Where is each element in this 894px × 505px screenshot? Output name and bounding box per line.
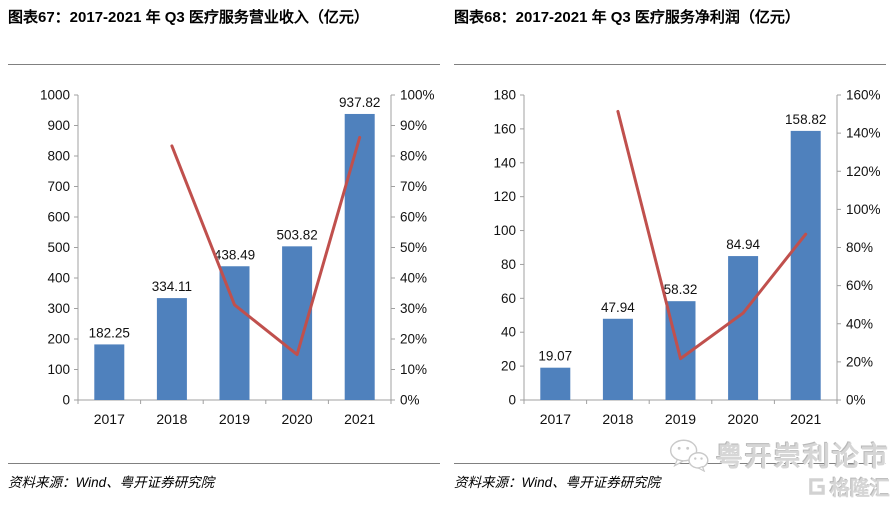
figures-row: 图表67：2017-2021 年 Q3 医疗服务营业收入（亿元） 0 100 200… xyxy=(8,6,886,491)
left-tick-label: 500 xyxy=(47,240,70,255)
growth-rate-line xyxy=(170,136,362,357)
right-tick-label: 140% xyxy=(846,126,881,141)
x-tick-label: 2021 xyxy=(344,411,375,427)
left-tick-label: 900 xyxy=(47,118,70,133)
left-tick-label: 600 xyxy=(47,210,70,225)
bar-2021 xyxy=(790,131,821,401)
x-tick-label: 2017 xyxy=(540,411,571,427)
right-tick-label: 80% xyxy=(846,240,873,255)
bar-value-label: 937.82 xyxy=(339,95,380,110)
right-tick-label: 60% xyxy=(400,210,427,225)
right-tick-label: 60% xyxy=(846,278,873,293)
bar-2017 xyxy=(94,344,125,401)
x-tick-label: 2018 xyxy=(602,411,633,427)
revenue-bar-line-chart: 0 100 200 300 400 500 600 700 800 900 1000 0% 10% 20%… xyxy=(40,88,435,428)
figure-68-source: 资料来源：Wind、粤开证券研究院 xyxy=(454,475,661,491)
profit-bar-line-chart: 0 20 40 60 80 100 120 140 160 180 0% 20% 40% 60% 80% 10… xyxy=(493,88,881,428)
left-tick-label: 0 xyxy=(62,393,70,408)
bar-value-label: 182.25 xyxy=(89,326,130,341)
bar-value-label: 19.07 xyxy=(538,349,572,364)
figure-68-title: 图表68：2017-2021 年 Q3 医疗服务净利润（亿元） xyxy=(454,9,800,26)
left-tick-label: 80 xyxy=(501,257,516,272)
figure-68: 图表68：2017-2021 年 Q3 医疗服务净利润（亿元） 0 20 40 60 8… xyxy=(454,6,886,491)
left-tick-label: 700 xyxy=(47,179,70,194)
right-tick-label: 70% xyxy=(400,179,427,194)
left-tick-label: 20 xyxy=(501,359,516,374)
figure-68-bottom-divider xyxy=(454,463,886,465)
left-tick-label: 160 xyxy=(493,122,516,137)
bar-value-label: 58.32 xyxy=(664,282,698,297)
bar-value-label: 334.11 xyxy=(152,279,192,294)
bar-value-label: 503.82 xyxy=(276,228,317,243)
right-tick-label: 100% xyxy=(400,88,435,103)
left-tick-label: 180 xyxy=(493,88,516,103)
left-tick-label: 120 xyxy=(493,189,516,204)
right-tick-label: 50% xyxy=(400,240,427,255)
left-tick-label: 100 xyxy=(47,362,70,377)
figure-67-source: 资料来源：Wind、粤开证券研究院 xyxy=(8,475,215,491)
left-tick-label: 1000 xyxy=(40,88,70,103)
right-tick-label: 0% xyxy=(846,393,866,408)
right-tick-label: 90% xyxy=(400,118,427,133)
left-tick-label: 100 xyxy=(493,223,516,238)
bar-2021 xyxy=(344,114,375,401)
right-tick-label: 100% xyxy=(846,202,881,217)
bar-2017 xyxy=(540,367,571,401)
right-tick-label: 40% xyxy=(846,317,873,332)
figure-67: 图表67：2017-2021 年 Q3 医疗服务营业收入（亿元） 0 100 200… xyxy=(8,6,440,491)
left-tick-label: 200 xyxy=(47,332,70,347)
growth-rate-line xyxy=(616,110,808,361)
left-tick-label: 140 xyxy=(493,156,516,171)
right-tick-label: 20% xyxy=(400,332,427,347)
x-tick-label: 2019 xyxy=(665,411,696,427)
x-tick-label: 2020 xyxy=(728,411,759,427)
x-tick-label: 2017 xyxy=(94,411,125,427)
bar-value-label: 47.94 xyxy=(601,300,635,315)
right-tick-label: 120% xyxy=(846,164,881,179)
right-tick-label: 30% xyxy=(400,301,427,316)
bar-2019 xyxy=(219,266,250,401)
bar-value-label: 84.94 xyxy=(726,237,760,252)
right-tick-label: 10% xyxy=(400,362,427,377)
x-tick-label: 2021 xyxy=(790,411,821,427)
left-tick-label: 300 xyxy=(47,301,70,316)
left-tick-label: 0 xyxy=(508,393,516,408)
bar-value-label: 438.49 xyxy=(214,248,255,263)
x-tick-label: 2020 xyxy=(282,411,313,427)
left-tick-label: 60 xyxy=(501,291,516,306)
left-tick-label: 40 xyxy=(501,325,516,340)
bar-2018 xyxy=(156,298,187,401)
left-tick-label: 400 xyxy=(47,271,70,286)
left-tick-label: 800 xyxy=(47,149,70,164)
right-tick-label: 160% xyxy=(846,88,881,103)
bar-2020 xyxy=(728,256,759,401)
x-tick-label: 2019 xyxy=(219,411,250,427)
figure-67-bottom-divider xyxy=(8,463,440,465)
bar-2018 xyxy=(602,319,633,401)
x-tick-label: 2018 xyxy=(156,411,187,427)
right-tick-label: 40% xyxy=(400,271,427,286)
figure-68-title-divider xyxy=(454,64,886,66)
figure-67-title-divider xyxy=(8,64,440,66)
bar-value-label: 158.82 xyxy=(785,112,826,127)
right-tick-label: 0% xyxy=(400,393,420,408)
right-tick-label: 20% xyxy=(846,355,873,370)
right-tick-label: 80% xyxy=(400,149,427,164)
figure-67-title: 图表67：2017-2021 年 Q3 医疗服务营业收入（亿元） xyxy=(8,9,369,26)
